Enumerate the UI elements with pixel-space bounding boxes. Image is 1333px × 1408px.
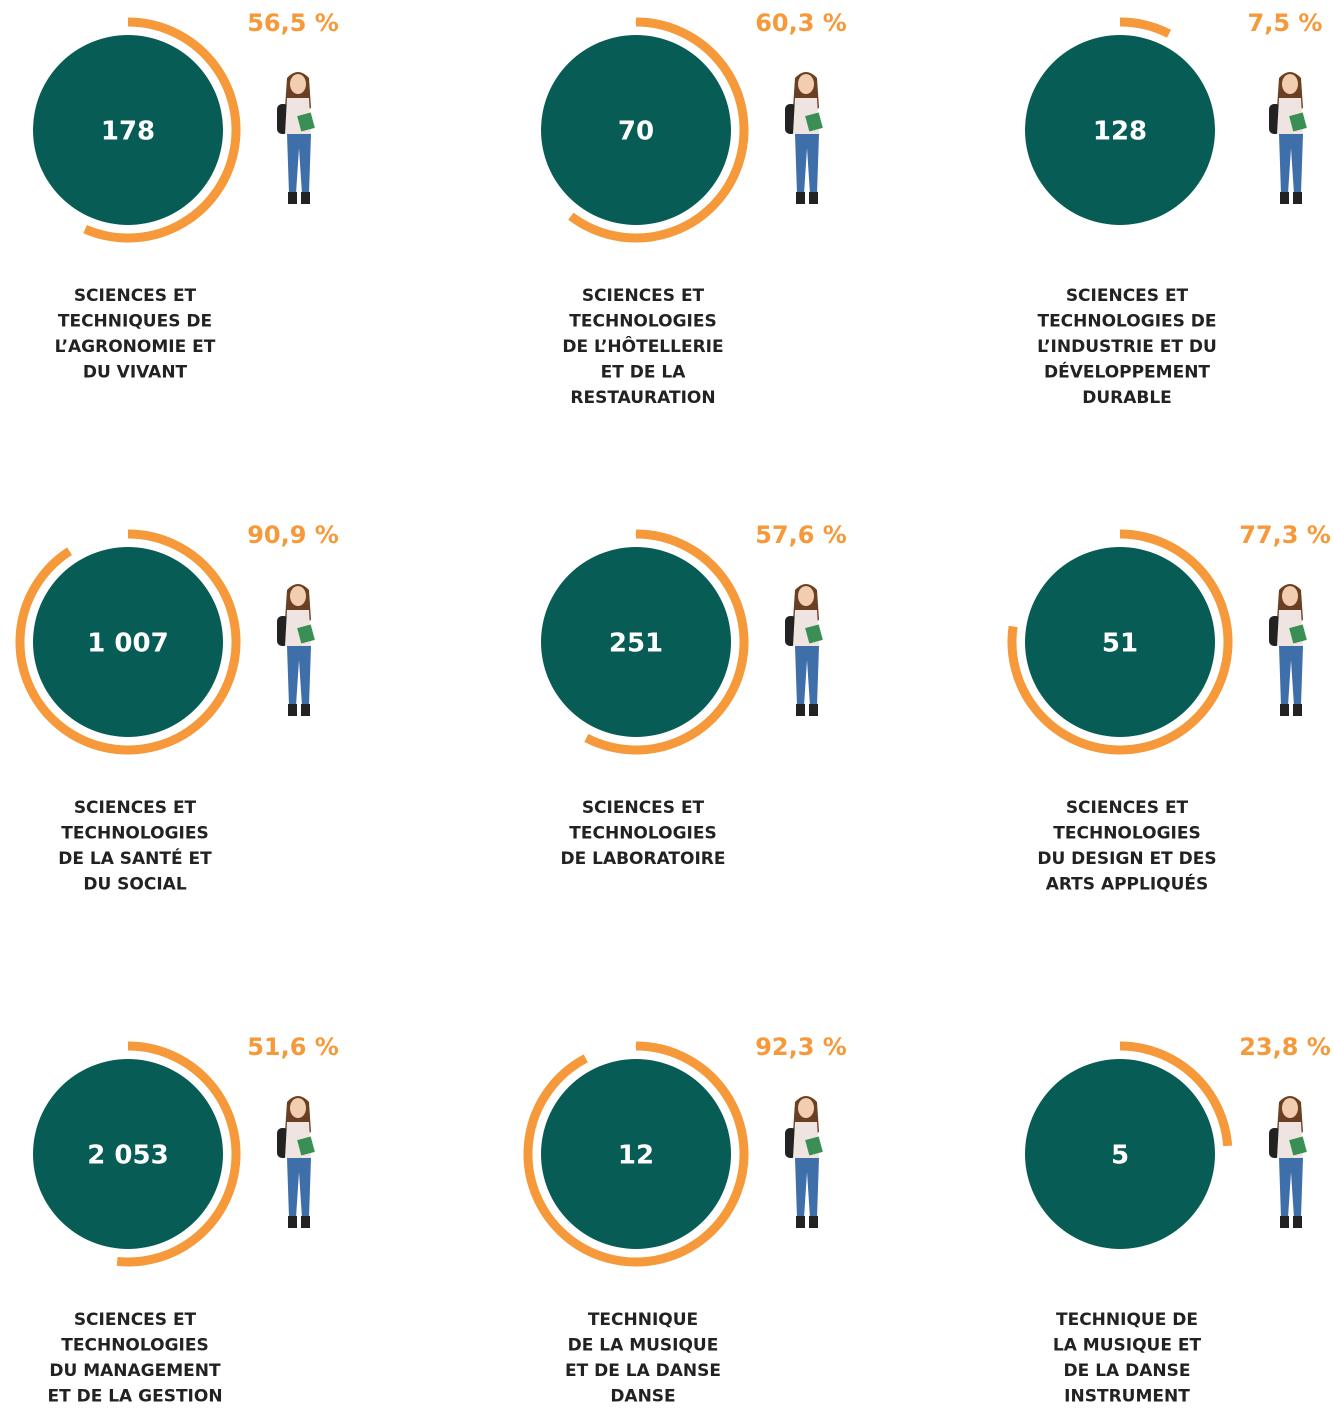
student-illustration xyxy=(277,72,315,204)
percent-label: 56,5 % xyxy=(247,9,339,37)
percent-label: 51,6 % xyxy=(247,1033,339,1061)
percent-label: 77,3 % xyxy=(1239,521,1331,549)
count-label: 178 xyxy=(101,117,155,147)
count-label: 12 xyxy=(618,1141,654,1171)
percent-label: 92,3 % xyxy=(755,1033,847,1061)
student-illustration xyxy=(277,584,315,716)
student-illustration xyxy=(1269,584,1307,716)
student-illustration xyxy=(785,1096,823,1228)
student-illustration xyxy=(277,1096,315,1228)
percent-label: 90,9 % xyxy=(247,521,339,549)
infographic: 178 56,5 % SCIENCES ETTECHNIQUES DEL’AGRON… xyxy=(0,0,1333,1408)
percent-label: 23,8 % xyxy=(1239,1033,1331,1061)
percent-label: 60,3 % xyxy=(755,9,847,37)
student-illustration xyxy=(1269,72,1307,204)
count-label: 251 xyxy=(609,629,663,659)
student-illustration xyxy=(785,72,823,204)
student-illustration xyxy=(785,584,823,716)
student-illustration xyxy=(1269,1096,1307,1228)
count-label: 70 xyxy=(618,117,654,147)
count-label: 51 xyxy=(1102,629,1138,659)
count-label: 2 053 xyxy=(87,1141,168,1171)
progress-arc xyxy=(1120,22,1169,34)
count-label: 128 xyxy=(1093,117,1147,147)
count-label: 1 007 xyxy=(87,629,168,659)
count-label: 5 xyxy=(1111,1141,1129,1171)
percent-label: 7,5 % xyxy=(1248,9,1323,37)
percent-label: 57,6 % xyxy=(755,521,847,549)
